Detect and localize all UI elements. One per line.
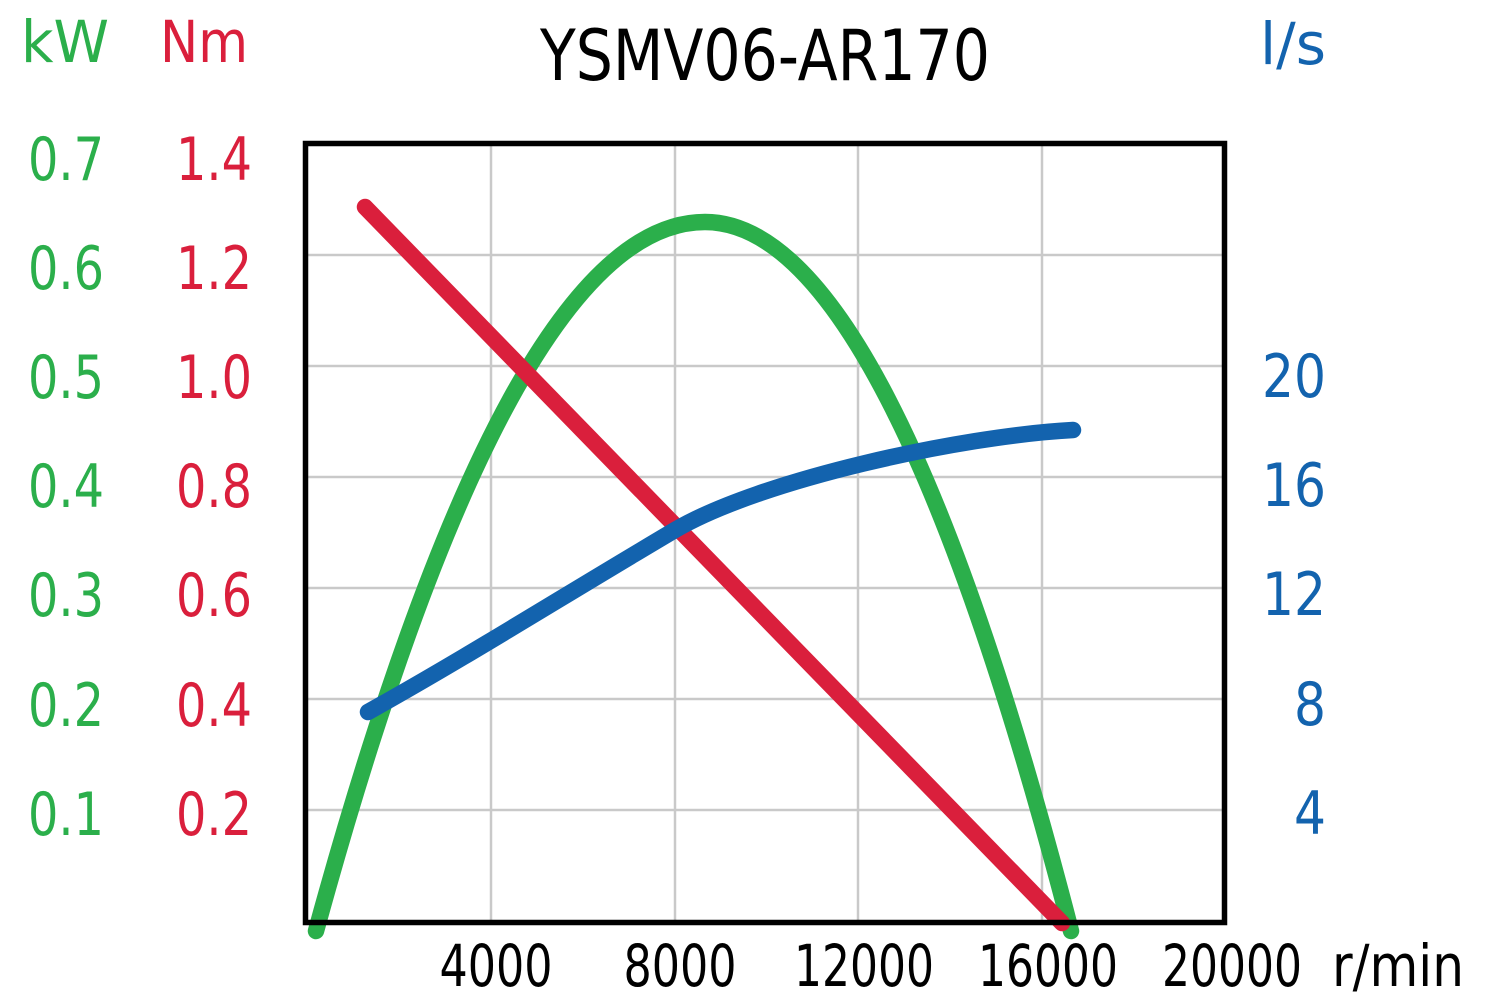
speed-tick: 16000	[978, 932, 1118, 1000]
power-tick: 0.6	[28, 234, 104, 304]
power-tick: 0.5	[28, 343, 104, 413]
torque-tick: 0.4	[176, 671, 252, 741]
axis-units: kW Nm l/s	[21, 8, 1326, 78]
power-tick: 0.4	[28, 452, 104, 522]
speed-axis-ticks: 4000 8000 12000 16000 20000 r/min	[440, 932, 1465, 1000]
power-tick: 0.3	[28, 561, 104, 631]
torque-tick: 0.6	[176, 561, 252, 631]
curves	[307, 198, 1082, 940]
power-axis-unit: kW	[21, 8, 109, 76]
speed-tick: 4000	[440, 932, 553, 1000]
flow-curve	[359, 421, 1082, 721]
flow-tick: 20	[1262, 342, 1326, 412]
flow-tick: 4	[1294, 779, 1326, 849]
torque-axis-unit: Nm	[160, 8, 248, 76]
torque-curve	[356, 198, 1071, 932]
chart-title: YSMV06-AR170	[539, 15, 990, 97]
torque-tick: 1.0	[176, 343, 252, 413]
power-tick: 0.7	[28, 125, 104, 195]
power-axis-ticks: 0.7 0.6 0.5 0.4 0.3 0.2 0.1	[28, 125, 104, 850]
torque-tick: 0.2	[176, 780, 252, 850]
speed-tick: 8000	[624, 932, 737, 1000]
flow-tick: 8	[1294, 670, 1326, 740]
torque-tick: 0.8	[176, 452, 252, 522]
speed-tick: 20000	[1162, 932, 1302, 1000]
torque-tick: 1.4	[176, 125, 252, 195]
speed-tick: 12000	[794, 932, 934, 1000]
flow-axis-ticks: 20 16 12 8 4	[1262, 342, 1326, 849]
torque-axis-ticks: 1.4 1.2 1.0 0.8 0.6 0.4 0.2	[176, 125, 252, 850]
power-tick: 0.1	[28, 780, 104, 850]
plot-border	[302, 140, 1228, 926]
power-curve	[307, 213, 1080, 940]
flow-tick: 16	[1262, 451, 1326, 521]
speed-axis-unit: r/min	[1332, 932, 1464, 1000]
flow-tick: 12	[1262, 560, 1326, 630]
flow-axis-unit: l/s	[1260, 10, 1326, 78]
power-tick: 0.2	[28, 671, 104, 741]
torque-tick: 1.2	[176, 234, 252, 304]
